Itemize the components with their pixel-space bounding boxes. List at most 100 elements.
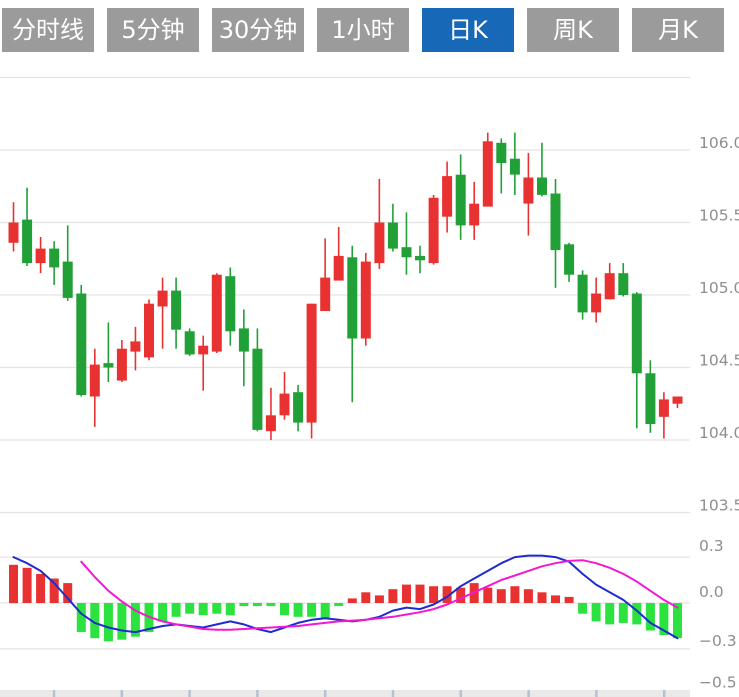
tab-日K[interactable]: 日K: [422, 8, 514, 52]
macd-histogram-bar: [673, 603, 682, 639]
candle-body: [442, 176, 453, 217]
price-axis-label: 104.0: [699, 424, 739, 442]
candle-body: [360, 261, 371, 339]
price-panel: [8, 132, 683, 440]
price-axis-label: 103.5: [699, 497, 739, 515]
dea-line: [80, 559, 679, 631]
candle-body: [293, 392, 304, 423]
candle-body: [265, 415, 276, 432]
macd-histogram-bar: [347, 598, 357, 603]
candle-body: [564, 244, 575, 275]
tab-30分钟[interactable]: 30分钟: [212, 8, 304, 52]
macd-histogram-bar: [551, 595, 560, 603]
candle-body: [238, 328, 249, 352]
macd-histogram-bar: [36, 573, 46, 603]
macd-histogram-bar: [252, 603, 262, 607]
candle-body: [631, 293, 642, 374]
tab-1小时[interactable]: 1小时: [317, 8, 409, 52]
macd-histogram-bar: [591, 603, 601, 622]
macd-histogram-bar: [63, 583, 73, 603]
candle-body: [469, 203, 480, 226]
macd-panel: [9, 554, 682, 642]
macd-histogram-bar: [523, 589, 533, 603]
candle-body: [22, 219, 33, 264]
macd-histogram-bar: [361, 592, 371, 603]
macd-histogram-bar: [49, 578, 59, 603]
candle-body: [62, 261, 73, 298]
macd-histogram-bar: [564, 596, 574, 603]
macd-histogram-bar: [618, 603, 628, 623]
macd-histogram-bar: [537, 592, 547, 603]
dif-line: [12, 554, 679, 640]
macd-axis-label: −0.5: [699, 674, 737, 692]
macd-histogram-bar: [374, 595, 384, 603]
macd-histogram-bar: [293, 603, 303, 617]
macd-histogram-bar: [307, 603, 317, 617]
macd-histogram-bar: [402, 584, 411, 603]
price-axis-label: 106.0: [699, 134, 739, 152]
macd-histogram-bar: [632, 603, 642, 625]
candle-body: [333, 255, 344, 281]
gridlines: [0, 76, 690, 650]
macd-histogram-bar: [280, 603, 289, 616]
candle-body: [252, 348, 263, 430]
macd-histogram-bar: [225, 603, 235, 616]
bottom-axis: [0, 690, 690, 697]
macd-histogram-bar: [103, 603, 113, 642]
candle-body: [550, 193, 561, 251]
macd-histogram-bar: [659, 603, 669, 636]
macd-histogram-bar: [510, 586, 520, 603]
candle-body: [455, 174, 466, 226]
candle-body: [618, 273, 629, 295]
candle-body: [401, 247, 412, 258]
candle-body: [76, 293, 87, 395]
macd-histogram-bar: [130, 603, 140, 637]
tab-周K[interactable]: 周K: [527, 8, 619, 52]
tab-分时线[interactable]: 分时线: [2, 8, 94, 52]
candle-body: [103, 363, 114, 368]
price-axis-label: 105.0: [699, 279, 739, 297]
macd-histogram-bar: [415, 584, 425, 603]
macd-axis-label: 0.3: [699, 537, 724, 555]
candle-body: [496, 142, 507, 164]
candle-body: [320, 277, 331, 311]
macd-histogram-bar: [90, 603, 100, 639]
macd-histogram-bar: [483, 587, 493, 603]
tab-5分钟[interactable]: 5分钟: [107, 8, 199, 52]
candle-body: [49, 248, 60, 268]
macd-histogram-bar: [198, 603, 208, 616]
macd-histogram-bar: [266, 603, 276, 607]
candle-body: [347, 257, 358, 339]
macd-histogram-bar: [239, 603, 249, 607]
macd-histogram-bar: [645, 603, 655, 631]
macd-histogram-bar: [22, 567, 32, 603]
macd-histogram-bar: [442, 586, 452, 603]
macd-histogram-bar: [429, 586, 439, 603]
macd-histogram-bar: [76, 603, 86, 633]
candle-body: [35, 248, 46, 264]
macd-histogram-bar: [117, 603, 127, 640]
axis-labels: 106.0 105.5 105.0 104.5 104.0 103.5 0.3 0.0 −0.3…: [699, 134, 739, 692]
candle-body: [279, 393, 290, 416]
candle-body: [415, 255, 425, 261]
price-axis-label: 105.5: [699, 207, 739, 225]
candle-body: [306, 303, 317, 423]
candle-body: [645, 373, 656, 424]
candle-body: [374, 222, 385, 264]
tab-月K[interactable]: 月K: [632, 8, 724, 52]
macd-axis-label: 0.0: [699, 583, 724, 601]
candle-body: [604, 273, 615, 300]
candle-body: [537, 177, 547, 195]
macd-histogram-bar: [158, 603, 168, 622]
macd-histogram-bar: [320, 603, 330, 619]
candle-body: [482, 141, 493, 207]
candle-body: [184, 331, 195, 355]
candle-body: [387, 222, 398, 249]
macd-histogram-bar: [185, 603, 195, 614]
macd-histogram-bar: [334, 603, 344, 607]
price-axis-label: 104.5: [699, 352, 739, 370]
macd-histogram-bar: [578, 603, 588, 614]
